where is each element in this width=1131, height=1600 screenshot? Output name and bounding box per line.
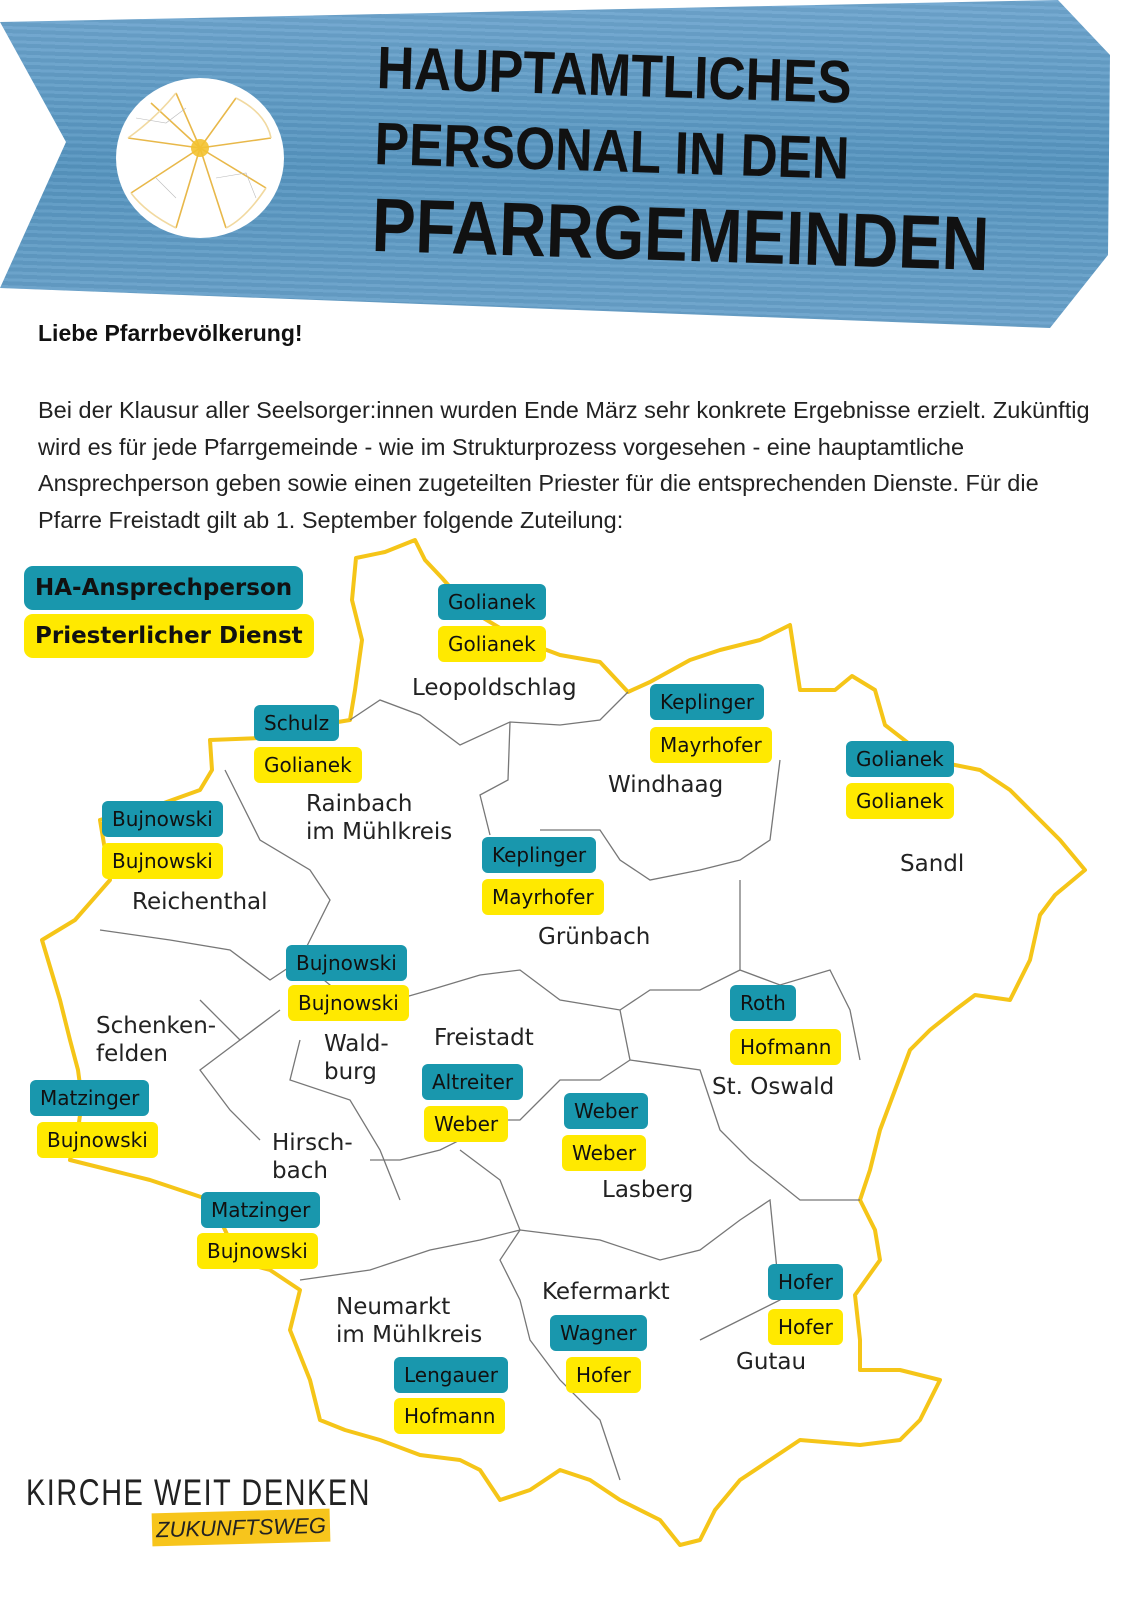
legend-priest: Priesterlicher Dienst <box>24 614 314 658</box>
contact-tag: Bujnowski <box>286 945 407 981</box>
greeting: Liebe Pfarrbevölkerung! <box>38 320 303 346</box>
parish-name: Rainbach im Mühlkreis <box>306 791 453 845</box>
priest-tag: Bujnowski <box>288 985 409 1021</box>
parish-name: Neumarkt im Mühlkreis <box>336 1294 483 1348</box>
parish-name: Grünbach <box>538 924 651 950</box>
intro-paragraph: Bei der Klausur aller Seelsorger:innen w… <box>38 397 1090 533</box>
road-network-icon <box>127 92 272 229</box>
title-line-3: PFARRGEMEINDEN <box>370 182 991 288</box>
parish-name: Gutau <box>736 1349 807 1375</box>
legend-contact: HA-Ansprechperson <box>24 566 304 610</box>
contact-tag: Lengauer <box>394 1357 508 1393</box>
contact-tag: Altreiter <box>422 1064 524 1100</box>
priest-tag: Golianek <box>846 783 954 819</box>
footer-logo-text: KIRCHE WEIT DENKEN <box>26 1472 372 1513</box>
parish-name: St. Oswald <box>712 1074 835 1100</box>
parish-name: Schenken- felden <box>96 1013 217 1067</box>
footer-logo-subtitle: ZUKUNFTSWEG <box>151 1508 331 1547</box>
contact-tag: Keplinger <box>650 684 765 720</box>
contact-tag: Hofer <box>768 1264 843 1300</box>
parish-name: Reichenthal <box>132 889 268 915</box>
priest-tag: Golianek <box>438 626 546 662</box>
contact-tag: Golianek <box>846 741 954 777</box>
parish-name: Windhaag <box>608 772 724 798</box>
priest-tag: Mayrhofer <box>650 727 772 763</box>
header-banner <box>0 0 1110 328</box>
contact-tag: Golianek <box>438 584 546 620</box>
priest-tag: Bujnowski <box>102 843 223 879</box>
priest-tag: Bujnowski <box>197 1233 318 1269</box>
contact-tag: Bujnowski <box>102 801 223 837</box>
contact-tag: Matzinger <box>30 1080 150 1116</box>
priest-tag: Golianek <box>254 747 362 783</box>
priest-tag: Weber <box>562 1135 647 1171</box>
page-title: HAUPTAMTLICHES PERSONAL IN DEN PFARRGEME… <box>370 34 1096 288</box>
parish-name: Lasberg <box>602 1177 694 1203</box>
parish-name: Hirsch- bach <box>272 1130 353 1184</box>
contact-tag: Keplinger <box>482 837 597 873</box>
priest-tag: Hofer <box>768 1309 843 1345</box>
priest-tag: Bujnowski <box>37 1122 158 1158</box>
contact-tag: Schulz <box>254 705 340 741</box>
contact-tag: Weber <box>564 1093 649 1129</box>
legend-contact-label: HA-Ansprechperson <box>35 575 293 601</box>
priest-tag: Weber <box>424 1106 509 1142</box>
parish-map-logo <box>116 78 284 238</box>
parish-name: Sandl <box>900 851 965 877</box>
parish-internal-borders <box>99 691 861 1481</box>
priest-tag: Hofer <box>566 1357 641 1393</box>
priest-tag: Hofmann <box>730 1029 842 1065</box>
priest-tag: Mayrhofer <box>482 879 604 915</box>
title-line-2: PERSONAL IN DEN <box>373 109 851 192</box>
contact-tag: Roth <box>730 985 796 1021</box>
priest-tag: Hofmann <box>394 1398 506 1434</box>
legend-priest-label: Priesterlicher Dienst <box>35 623 303 649</box>
parish-name: Wald- burg <box>324 1031 389 1085</box>
parish-name: Leopoldschlag <box>412 675 577 701</box>
parish-name: Freistadt <box>434 1025 534 1051</box>
contact-tag: Matzinger <box>201 1192 321 1228</box>
parish-name: Kefermarkt <box>542 1279 670 1305</box>
contact-tag: Wagner <box>550 1315 647 1351</box>
